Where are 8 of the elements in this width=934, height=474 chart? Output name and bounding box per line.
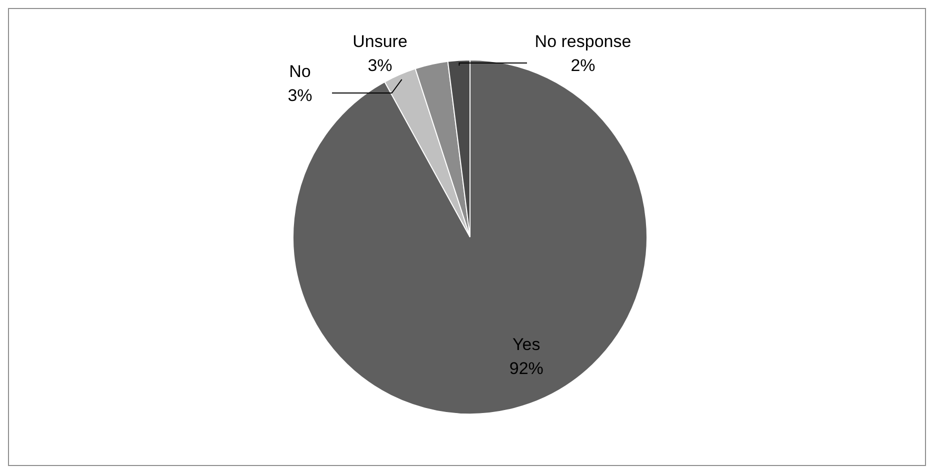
data-label: 92% — [509, 358, 544, 378]
slice-label: Yes — [512, 334, 540, 354]
data-label: 2% — [570, 56, 596, 75]
data-label: 3% — [368, 56, 392, 75]
slice-label: No response — [534, 32, 632, 51]
slice-label: No — [289, 62, 311, 81]
slice-label: Unsure — [352, 32, 408, 51]
data-label: 3% — [288, 86, 312, 105]
